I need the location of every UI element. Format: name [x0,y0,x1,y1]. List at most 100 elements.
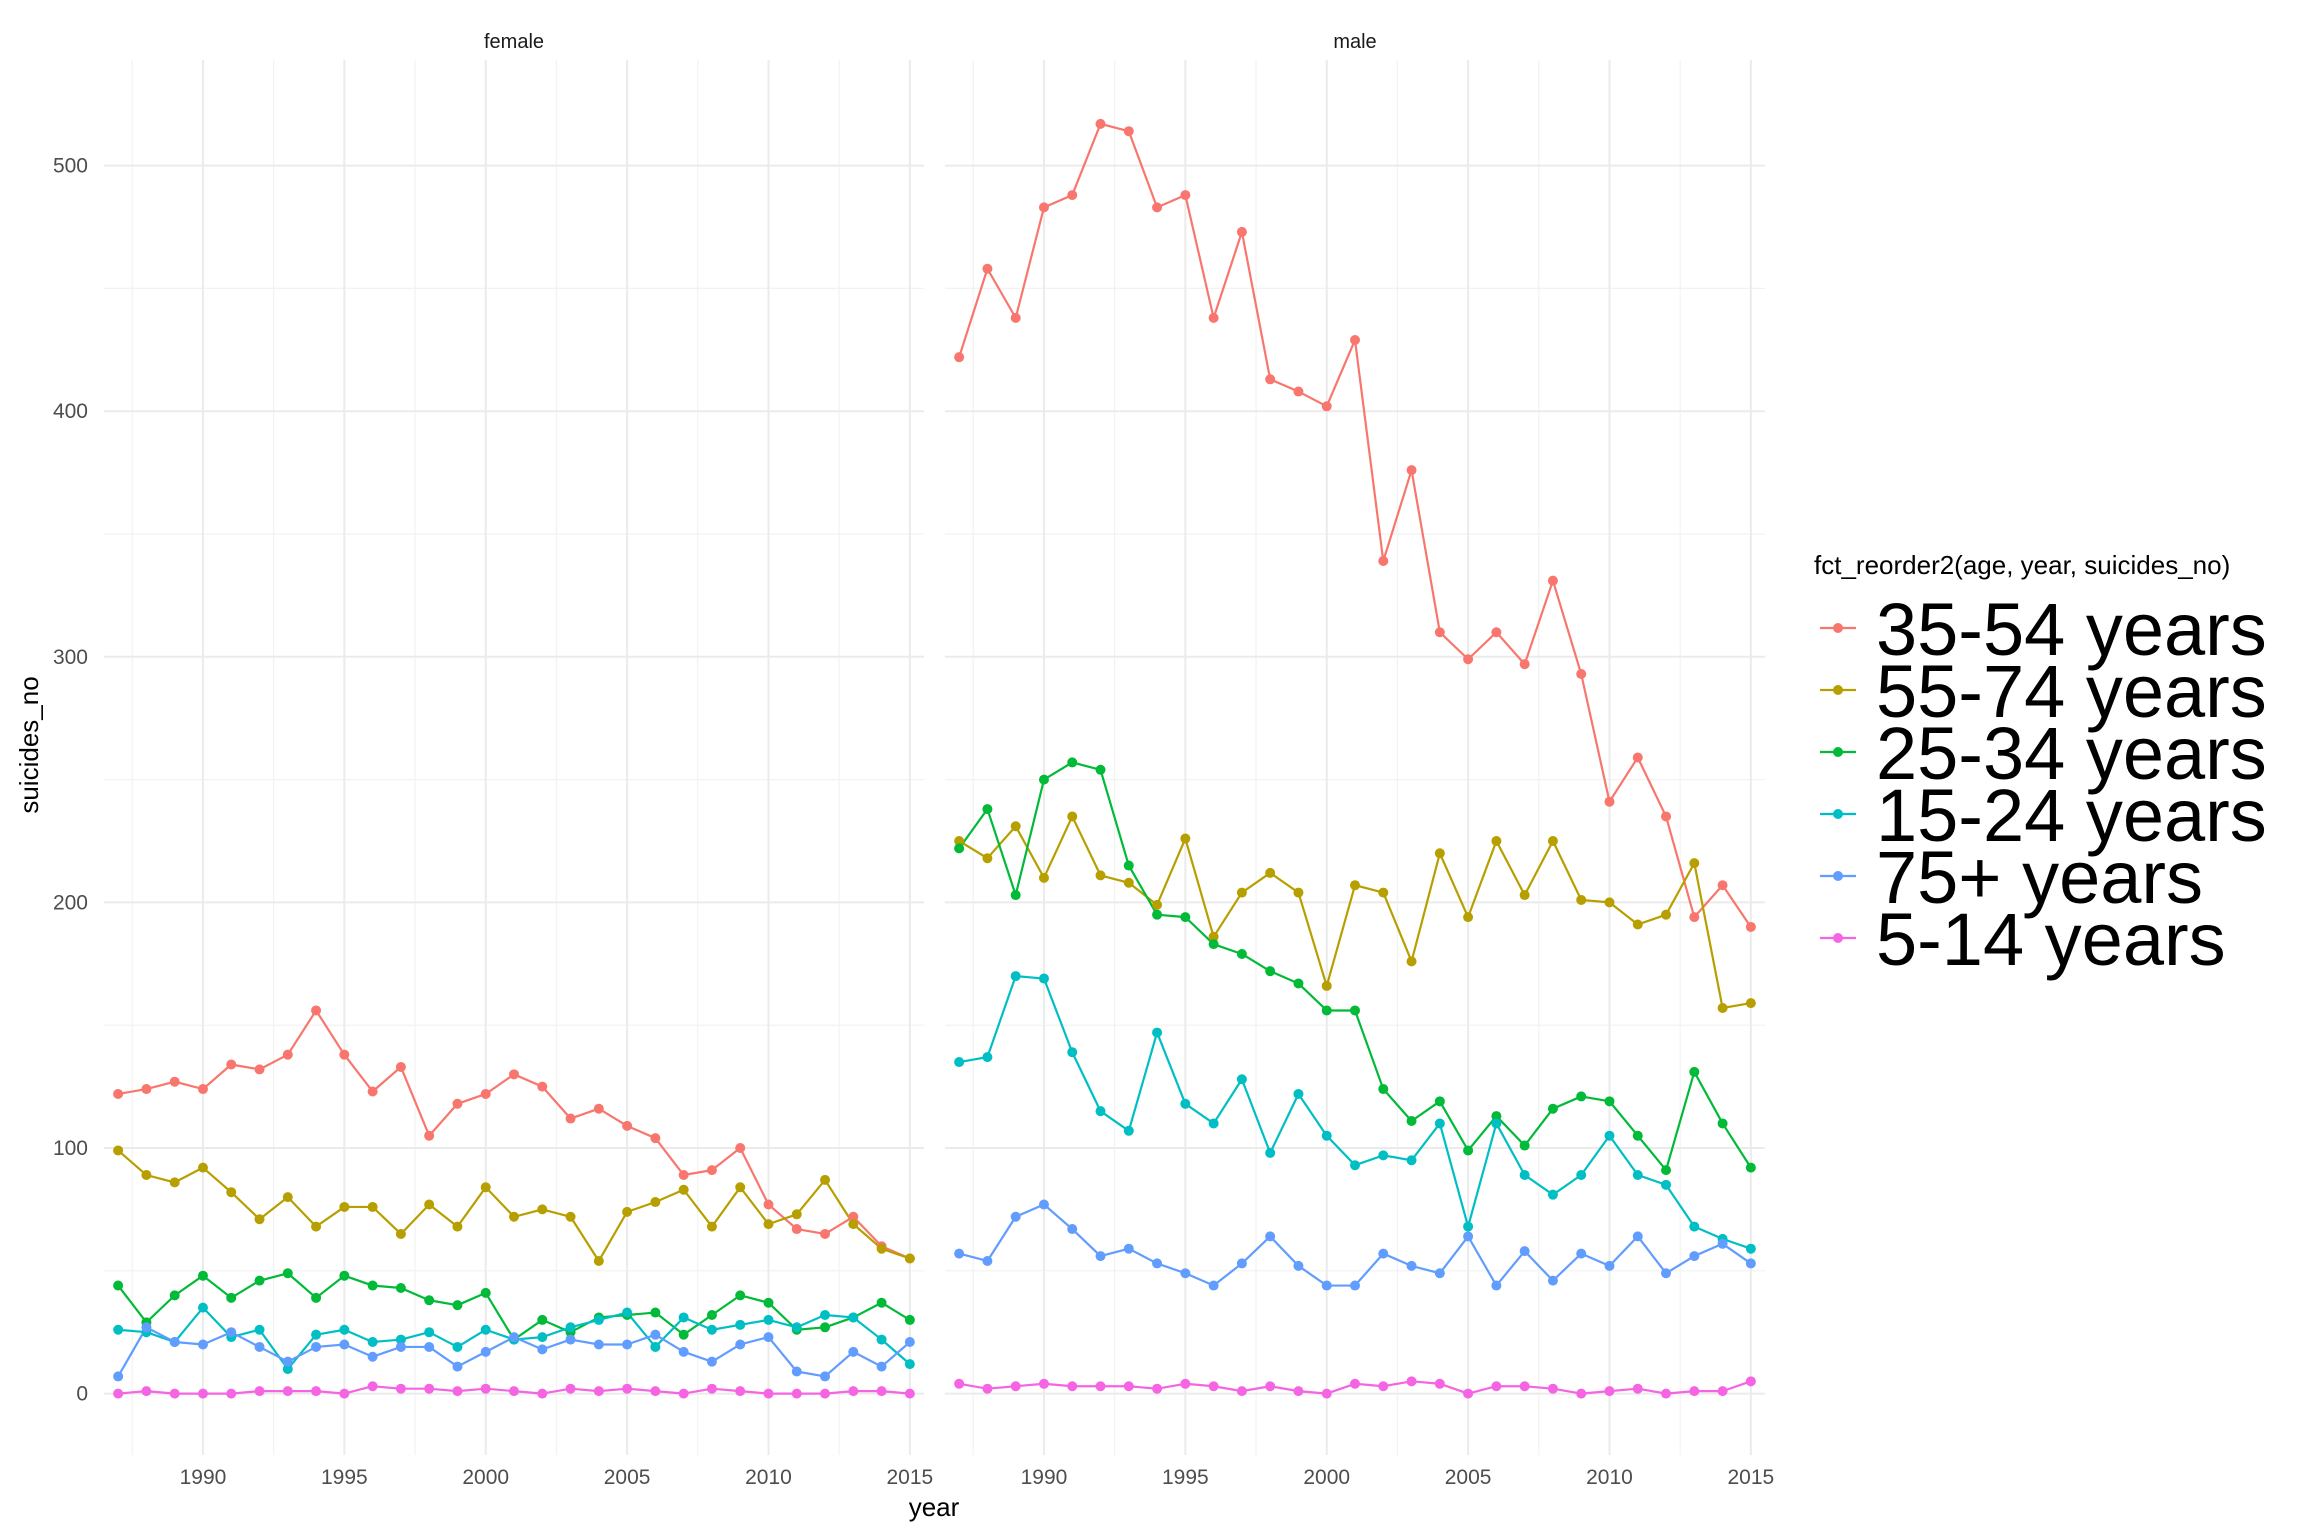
legend-key-point [1833,623,1843,633]
y-tick-label: 400 [53,400,88,423]
data-point [282,1268,293,1279]
data-point [1095,1381,1106,1392]
data-point [1661,1268,1672,1279]
data-point [1038,774,1049,785]
data-point [424,1341,435,1352]
data-point [1067,190,1078,201]
data-point [565,1211,576,1222]
data-point [706,1165,717,1176]
data-point [904,1388,915,1399]
data-point [1152,1027,1163,1038]
data-point [1378,556,1389,567]
data-point [763,1219,774,1230]
data-point [509,1069,519,1080]
data-point [565,1383,576,1394]
data-point [650,1329,661,1340]
data-point [1010,821,1021,832]
data-point [1406,1260,1417,1271]
data-point [1689,1221,1700,1232]
data-point [197,1270,208,1281]
legend-item: 25-34 years [1820,712,2267,795]
data-point [1208,312,1219,323]
data-point [791,1322,802,1333]
data-point [1745,998,1756,1009]
data-point [1180,190,1191,201]
legend-item: 15-24 years [1820,774,2267,857]
data-point [1350,1160,1360,1171]
data-point [480,1287,491,1298]
data-point [282,1386,293,1397]
data-point [311,1386,322,1397]
x-tick-label: 1990 [180,1466,227,1489]
data-point [537,1332,548,1343]
data-point [1576,1248,1587,1259]
data-point [1717,1118,1728,1129]
data-point [1208,939,1219,950]
data-point [622,1383,633,1394]
data-point [954,836,965,846]
data-point [339,1270,350,1281]
data-point [1123,877,1134,888]
data-point [1095,764,1106,775]
data-point [904,1337,915,1348]
legend-title: fct_reorder2(age, year, suicides_no) [1814,550,2230,580]
data-point [509,1386,519,1397]
x-tick-label: 2010 [1586,1466,1633,1489]
data-point [1547,836,1558,846]
data-point [1095,870,1106,881]
data-point [1010,1211,1021,1222]
data-point [1717,1386,1728,1397]
data-point [1491,836,1502,846]
data-point [1406,956,1417,967]
data-point [1632,752,1643,763]
data-point [1095,1106,1106,1117]
data-point [622,1339,633,1350]
data-point [1152,909,1163,920]
data-point [282,1364,293,1375]
data-point [954,352,965,363]
data-point [1661,1179,1672,1190]
data-point [876,1386,887,1397]
data-point [537,1204,548,1215]
data-point [1434,848,1445,859]
data-point [424,1327,435,1338]
data-point [452,1098,463,1109]
data-point [1406,1376,1417,1387]
data-point [791,1388,802,1399]
data-point [650,1133,661,1144]
data-point [1689,858,1700,869]
data-point [339,1388,350,1399]
data-point [509,1211,519,1222]
data-point [1745,1258,1756,1269]
data-point [1547,1383,1558,1394]
data-point [226,1388,237,1399]
data-point [509,1332,519,1343]
x-tick-label: 1995 [321,1466,368,1489]
data-point [1236,1074,1247,1085]
data-point [480,1324,491,1335]
data-point [706,1221,717,1232]
data-point [1010,890,1021,901]
data-point [480,1088,491,1099]
data-point [537,1388,548,1399]
x-tick-label: 1995 [1162,1466,1209,1489]
legend-item: 55-74 years [1820,650,2267,733]
data-point [876,1297,887,1308]
legend-item: 35-54 years [1820,588,2267,671]
data-point [1434,1118,1445,1129]
data-point [141,1170,152,1181]
data-point [876,1334,887,1345]
data-point [1236,1386,1247,1397]
data-point [678,1170,689,1181]
data-point [791,1209,802,1220]
data-point [424,1199,435,1210]
data-point [1067,757,1078,768]
legend-key-point [1833,933,1843,943]
data-point [169,1290,180,1301]
data-point [1604,796,1615,807]
x-tick-label: 1990 [1021,1466,1068,1489]
data-point [1293,386,1304,397]
data-point [1745,1243,1756,1254]
data-point [735,1386,746,1397]
data-point [1293,1260,1304,1271]
